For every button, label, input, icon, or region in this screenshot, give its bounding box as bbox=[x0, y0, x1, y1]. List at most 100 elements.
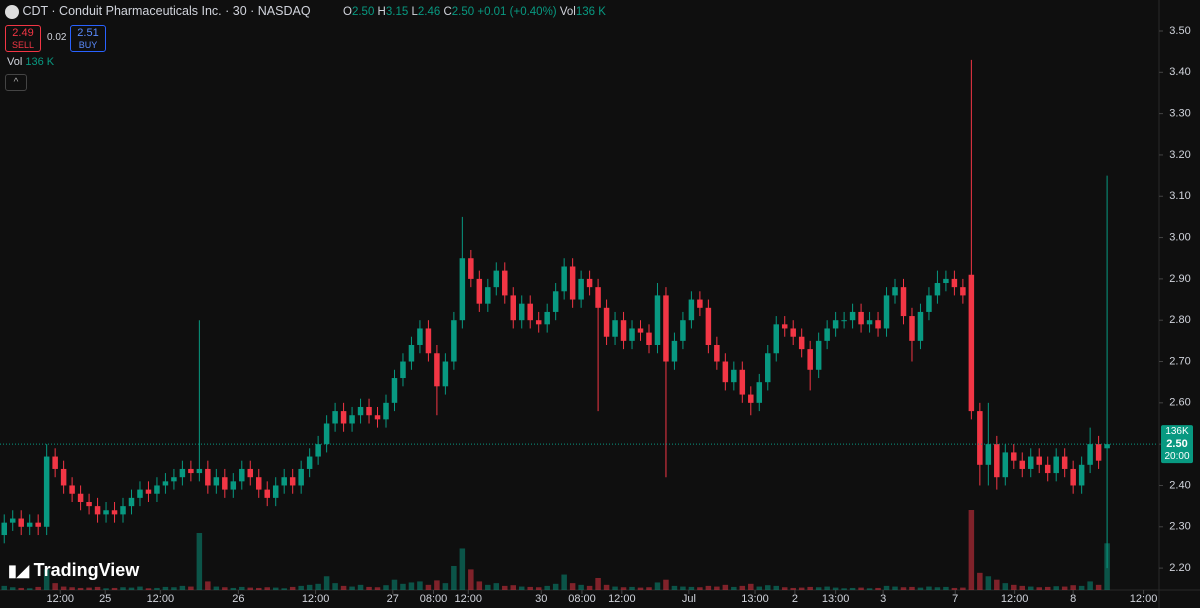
x-tick-label: 13:00 bbox=[741, 593, 769, 605]
y-tick-label: 2.60 bbox=[1169, 397, 1190, 409]
candle-body bbox=[26, 522, 33, 527]
volume-bar bbox=[1095, 584, 1102, 590]
volume-bar bbox=[985, 576, 992, 590]
volume-bar bbox=[434, 580, 440, 590]
candle-body bbox=[468, 258, 474, 279]
candle-body bbox=[671, 340, 678, 362]
candle-body bbox=[1053, 456, 1059, 474]
volume-bar bbox=[247, 587, 254, 590]
volume-bar bbox=[52, 583, 58, 590]
volume-bar bbox=[188, 586, 194, 590]
symbol[interactable]: CDT · Conduit Pharmaceuticals Inc. · 30 … bbox=[22, 4, 311, 18]
volume-bar bbox=[222, 587, 228, 590]
candle-body bbox=[866, 320, 873, 325]
candle-body bbox=[400, 361, 406, 379]
volume-bar bbox=[69, 587, 75, 590]
candle-body bbox=[332, 411, 338, 424]
x-tick-label: 12:00 bbox=[302, 593, 330, 605]
sell-price: 2.49 bbox=[12, 27, 34, 39]
candle-body bbox=[985, 444, 992, 465]
candle-body bbox=[103, 510, 109, 515]
volume-bar bbox=[578, 584, 584, 590]
x-tick-label: 12:00 bbox=[1130, 593, 1158, 605]
candle-body bbox=[230, 481, 237, 490]
volume-bar bbox=[179, 585, 186, 590]
candle-body bbox=[493, 270, 500, 288]
candle-body bbox=[832, 320, 839, 329]
x-tick-label: 25 bbox=[99, 593, 111, 605]
volume-bar bbox=[323, 576, 330, 590]
volume-bar bbox=[1027, 586, 1034, 590]
candle-body bbox=[552, 291, 559, 312]
volume-bar bbox=[875, 587, 881, 590]
volume-bar bbox=[493, 583, 500, 590]
volume-bar bbox=[544, 585, 550, 590]
candle-body bbox=[510, 295, 517, 321]
candle-body bbox=[875, 320, 881, 329]
candle-body bbox=[60, 468, 67, 486]
candle-body bbox=[731, 369, 737, 383]
volume-bar bbox=[171, 587, 177, 590]
x-tick-label: 7 bbox=[952, 593, 958, 605]
candle-body bbox=[994, 444, 1000, 478]
buy-price: 2.51 bbox=[77, 27, 99, 39]
volume-bar bbox=[790, 587, 796, 590]
candle-body bbox=[1019, 460, 1026, 469]
volume-bar bbox=[815, 587, 822, 590]
volume-bar bbox=[1002, 583, 1009, 590]
candle-body bbox=[1036, 456, 1042, 465]
candle-body bbox=[35, 522, 41, 527]
header: CDT · Conduit Pharmaceuticals Inc. · 30 … bbox=[5, 4, 311, 19]
h-value: 3.15 bbox=[385, 6, 409, 18]
price-tag-bg bbox=[1161, 425, 1193, 464]
time-tag: 20:00 bbox=[1164, 451, 1189, 462]
volume-bar bbox=[849, 587, 856, 590]
volume-bar bbox=[739, 585, 746, 590]
candle-body bbox=[1104, 444, 1110, 449]
x-tick-label: Jul bbox=[682, 593, 696, 605]
volume-bar bbox=[951, 587, 958, 590]
candle-body bbox=[154, 485, 160, 494]
volume-bar bbox=[765, 585, 771, 590]
volume-bar bbox=[1070, 585, 1076, 590]
candle-body bbox=[188, 468, 194, 474]
o-label: O bbox=[343, 6, 352, 18]
candle-body bbox=[858, 311, 864, 325]
volume-bar bbox=[1036, 587, 1042, 590]
volume-bar bbox=[909, 586, 915, 590]
x-tick-label: 12:00 bbox=[608, 593, 636, 605]
volume-bar bbox=[569, 583, 576, 590]
volume-bar bbox=[1061, 586, 1068, 590]
candle-body bbox=[909, 316, 915, 341]
sell-button[interactable]: 2.49 SELL bbox=[5, 25, 41, 52]
candle-body bbox=[595, 287, 601, 308]
volume-bar bbox=[281, 588, 287, 590]
volume-bar bbox=[255, 587, 262, 590]
x-tick-label: 3 bbox=[880, 593, 886, 605]
candle-body bbox=[1078, 464, 1085, 486]
candle-body bbox=[255, 477, 262, 490]
candle-body bbox=[69, 485, 75, 494]
candle-body bbox=[442, 361, 449, 387]
volume-bar bbox=[332, 583, 338, 590]
volume-bar bbox=[646, 587, 652, 590]
volume-bar bbox=[1, 585, 7, 590]
collapse-button[interactable]: ^ bbox=[5, 74, 27, 91]
candle-body bbox=[383, 402, 389, 420]
y-tick-label: 3.00 bbox=[1169, 231, 1190, 243]
candle-body bbox=[196, 468, 203, 474]
candle-body bbox=[315, 444, 321, 457]
candle-body bbox=[680, 320, 686, 341]
volume-bar bbox=[1011, 584, 1017, 590]
candle-body bbox=[714, 344, 720, 362]
y-tick-label: 3.20 bbox=[1169, 149, 1190, 161]
volume-bar bbox=[552, 583, 559, 590]
candle-body bbox=[722, 361, 729, 383]
candle-body bbox=[765, 353, 771, 383]
volume-bar bbox=[154, 587, 160, 590]
candle-body bbox=[620, 320, 627, 341]
buy-button[interactable]: 2.51 BUY bbox=[70, 25, 106, 52]
candle-body bbox=[781, 324, 788, 329]
volume-bar bbox=[476, 581, 483, 590]
candle-body bbox=[1095, 444, 1102, 461]
